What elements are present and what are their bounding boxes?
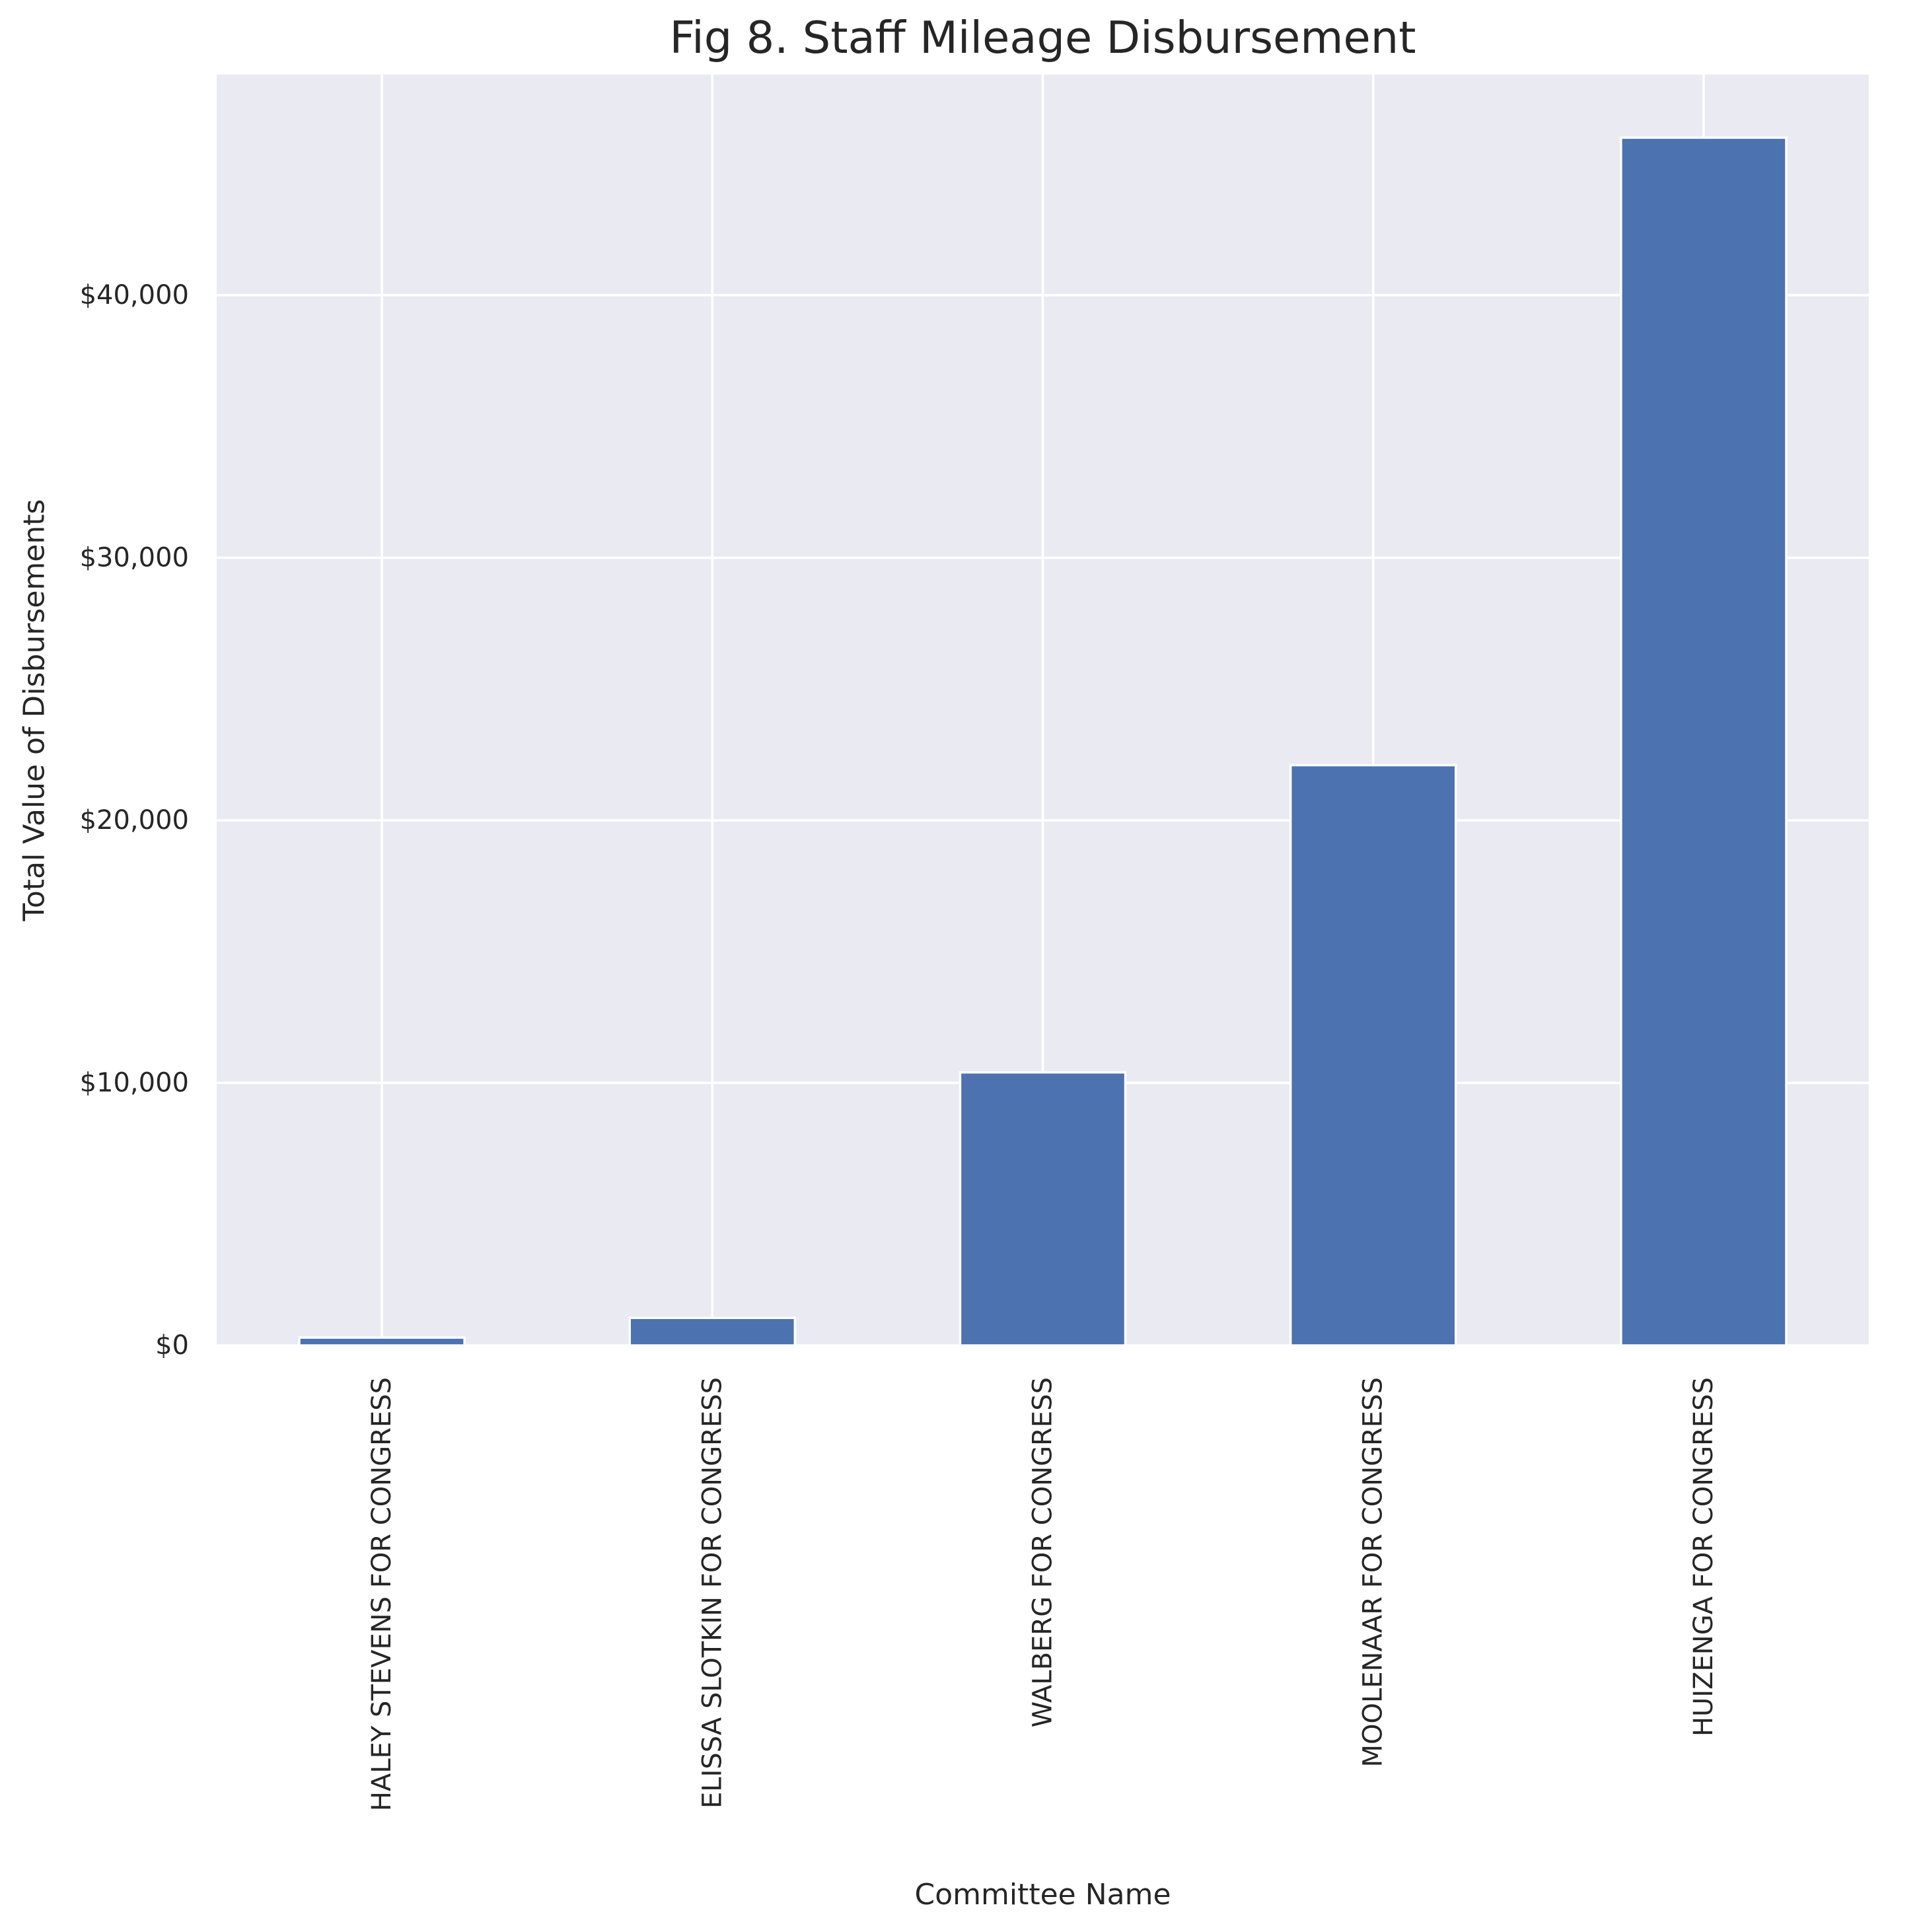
y-axis-label: Total Value of Disbursements [18,499,52,922]
bar [1620,136,1788,1347]
x-tick-label: MOOLENAAR FOR CONGRESS [1358,1377,1389,1768]
bar [959,1071,1127,1347]
x-tick-label: HUIZENGA FOR CONGRESS [1688,1377,1719,1736]
y-tick-label: $30,000 [80,542,189,573]
x-tick-label: WALBERG FOR CONGRESS [1028,1377,1058,1727]
y-tick-label: $10,000 [80,1067,189,1098]
chart-title: Fig 8. Staff Mileage Disbursement [669,12,1416,63]
bar [298,1336,466,1347]
y-tick-label: $40,000 [80,280,189,310]
x-axis-label: Committee Name [914,1878,1171,1912]
y-tick-labels: $0 $10,000 $20,000 $30,000 $40,000 [80,280,189,1361]
x-tick-label: HALEY STEVENS FOR CONGRESS [367,1377,397,1811]
bar [1289,764,1457,1347]
bar [628,1316,797,1347]
bar-layer [298,136,1788,1347]
x-tick-label: ELISSA SLOTKIN FOR CONGRESS [697,1377,727,1808]
y-tick-label: $0 [155,1330,189,1361]
x-tick-labels: HALEY STEVENS FOR CONGRESS ELISSA SLOTKIN… [367,1377,1719,1811]
y-tick-label: $20,000 [80,805,189,836]
